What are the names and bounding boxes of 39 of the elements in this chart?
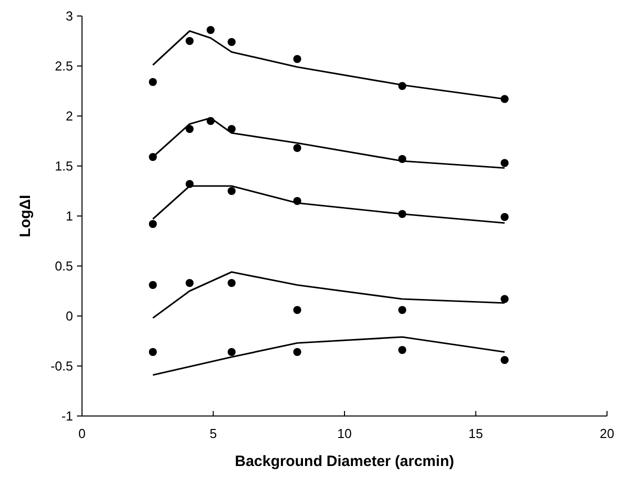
point <box>206 26 215 34</box>
point <box>293 144 302 152</box>
point <box>500 159 509 167</box>
point <box>293 306 302 314</box>
x-tick-label: 5 <box>210 426 217 441</box>
point <box>398 346 406 354</box>
x-tick-label: 20 <box>600 426 614 441</box>
point <box>500 213 509 221</box>
y-tick-label: 0 <box>66 308 73 324</box>
point <box>148 281 157 289</box>
y-tick-label: 2 <box>66 108 73 124</box>
point <box>500 295 509 303</box>
point <box>228 279 236 287</box>
x-tick-label: 10 <box>337 426 352 441</box>
line-series <box>152 336 506 376</box>
point <box>228 187 236 195</box>
y-tick-label: 0.5 <box>54 258 73 274</box>
point <box>500 356 509 364</box>
point <box>148 220 157 228</box>
point <box>186 125 194 133</box>
y-tick-label: -1 <box>61 408 73 424</box>
point <box>148 78 157 86</box>
x-tick-label: 0 <box>78 426 86 441</box>
x-axis-title: Background Diameter (arcmin) <box>234 453 454 470</box>
y-tick-label: 2.5 <box>54 58 73 74</box>
x-tick-label: 15 <box>468 426 483 441</box>
point <box>186 279 194 287</box>
y-tick-label: -0.5 <box>50 358 73 374</box>
point <box>398 306 406 314</box>
point <box>293 55 302 63</box>
point <box>228 348 236 356</box>
point <box>228 38 236 46</box>
y-tick-label: 1 <box>66 208 73 224</box>
y-axis-title: LogΔI <box>17 194 34 238</box>
y-tick-label: 1.5 <box>54 158 73 174</box>
point <box>293 348 302 356</box>
y-tick-label: 3 <box>66 8 73 24</box>
point <box>148 348 157 356</box>
point <box>186 37 194 45</box>
